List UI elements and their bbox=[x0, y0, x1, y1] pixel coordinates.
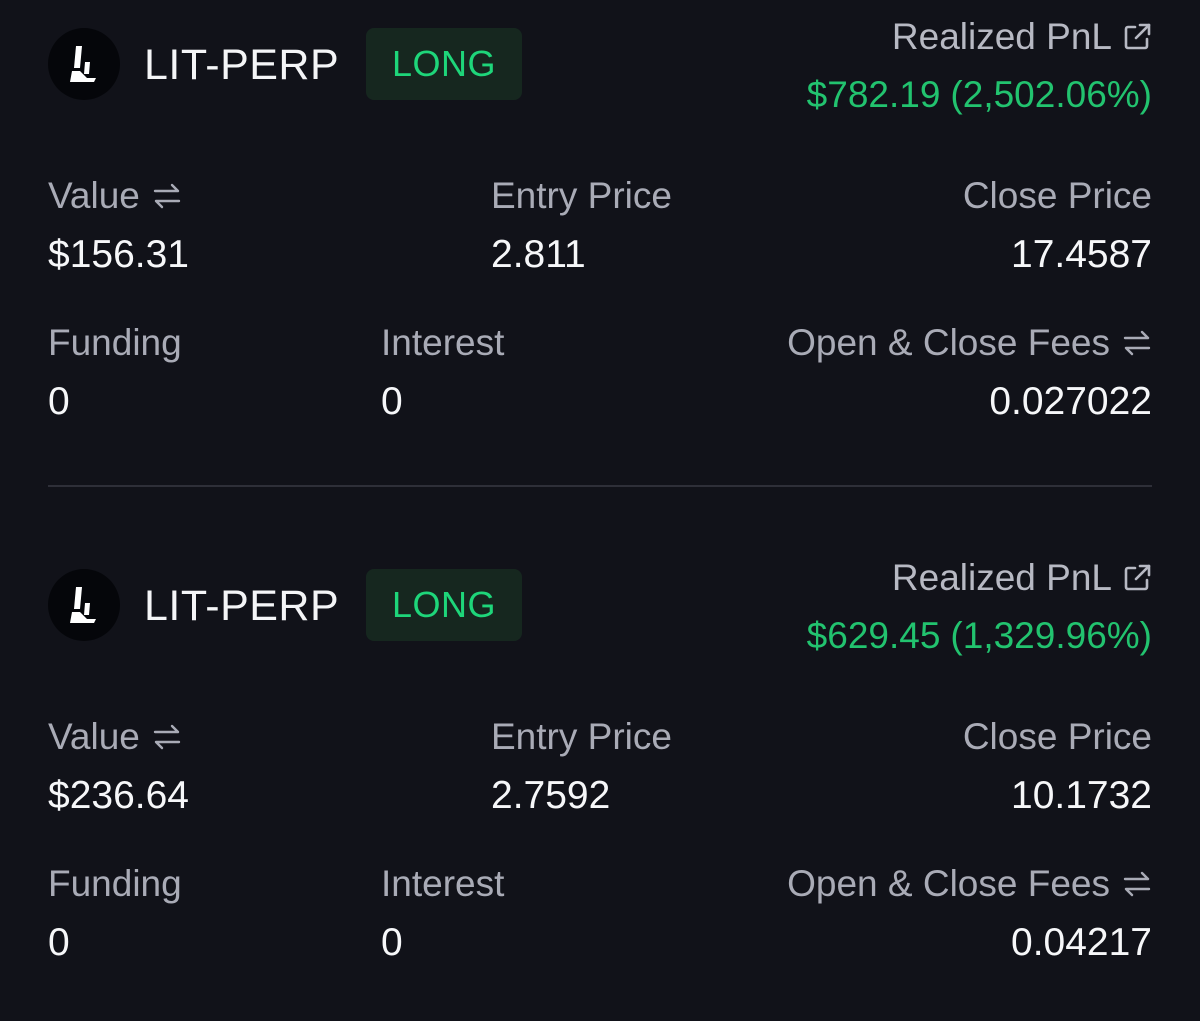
fees-value: 0.027022 bbox=[989, 380, 1152, 423]
realized-pnl-link[interactable]: Realized PnL bbox=[892, 555, 1152, 601]
entry-price-value: 2.7592 bbox=[491, 774, 611, 817]
close-price-label: Close Price bbox=[962, 716, 1152, 757]
market-symbol: LIT-PERP bbox=[144, 582, 340, 630]
realized-pnl-label: Realized PnL bbox=[891, 557, 1112, 598]
value-label: Value bbox=[48, 175, 140, 216]
funding-label: Funding bbox=[48, 863, 182, 904]
close-price-value: 10.1732 bbox=[1011, 774, 1152, 817]
realized-pnl-amount: $782.19 bbox=[806, 74, 941, 115]
fees-label: Open & Close Fees bbox=[787, 322, 1110, 363]
swap-arrows-icon[interactable] bbox=[1122, 330, 1152, 356]
swap-arrows-icon[interactable] bbox=[152, 724, 182, 750]
lighter-logo-icon bbox=[48, 28, 120, 100]
value-toggle[interactable]: Value bbox=[48, 174, 182, 218]
funding-label: Funding bbox=[48, 322, 182, 363]
fees-toggle[interactable]: Open & Close Fees bbox=[787, 321, 1152, 365]
realized-pnl-percent: (2,502.06%) bbox=[950, 74, 1152, 115]
value-label: Value bbox=[48, 716, 140, 757]
interest-value: 0 bbox=[381, 380, 403, 423]
position-card: LIT-PERP LONG Realized PnL $629.45 (1,329… bbox=[48, 541, 1152, 991]
position-card: LIT-PERP LONG Realized PnL $782.19 (2,502… bbox=[48, 0, 1152, 450]
entry-price-value: 2.811 bbox=[491, 233, 586, 276]
interest-label: Interest bbox=[381, 322, 505, 363]
side-badge: LONG bbox=[366, 28, 522, 100]
divider bbox=[48, 485, 1152, 487]
funding-value: 0 bbox=[48, 380, 70, 423]
close-price-value: 17.4587 bbox=[1011, 233, 1152, 276]
entry-price-label: Entry Price bbox=[491, 175, 672, 216]
interest-value: 0 bbox=[381, 921, 403, 964]
swap-arrows-icon[interactable] bbox=[1122, 871, 1152, 897]
side-badge: LONG bbox=[366, 569, 522, 641]
entry-price-label: Entry Price bbox=[491, 716, 672, 757]
market-symbol: LIT-PERP bbox=[144, 41, 340, 89]
value-amount: $236.64 bbox=[48, 774, 189, 817]
fees-label: Open & Close Fees bbox=[787, 863, 1110, 904]
fees-toggle[interactable]: Open & Close Fees bbox=[787, 862, 1152, 906]
external-link-icon[interactable] bbox=[1122, 563, 1152, 593]
interest-label: Interest bbox=[381, 863, 505, 904]
fees-value: 0.04217 bbox=[1011, 921, 1152, 964]
realized-pnl-link[interactable]: Realized PnL bbox=[892, 14, 1152, 60]
swap-arrows-icon[interactable] bbox=[152, 183, 182, 209]
realized-pnl-amount: $629.45 bbox=[806, 615, 941, 656]
realized-pnl-percent: (1,329.96%) bbox=[950, 615, 1152, 656]
external-link-icon[interactable] bbox=[1122, 22, 1152, 52]
funding-value: 0 bbox=[48, 921, 70, 964]
realized-pnl-value: $782.19 (2,502.06%) bbox=[807, 72, 1152, 118]
realized-pnl-value: $629.45 (1,329.96%) bbox=[807, 613, 1152, 659]
value-amount: $156.31 bbox=[48, 233, 189, 276]
close-price-label: Close Price bbox=[962, 175, 1152, 216]
value-toggle[interactable]: Value bbox=[48, 715, 182, 759]
realized-pnl-label: Realized PnL bbox=[891, 16, 1112, 57]
lighter-logo-icon bbox=[48, 569, 120, 641]
